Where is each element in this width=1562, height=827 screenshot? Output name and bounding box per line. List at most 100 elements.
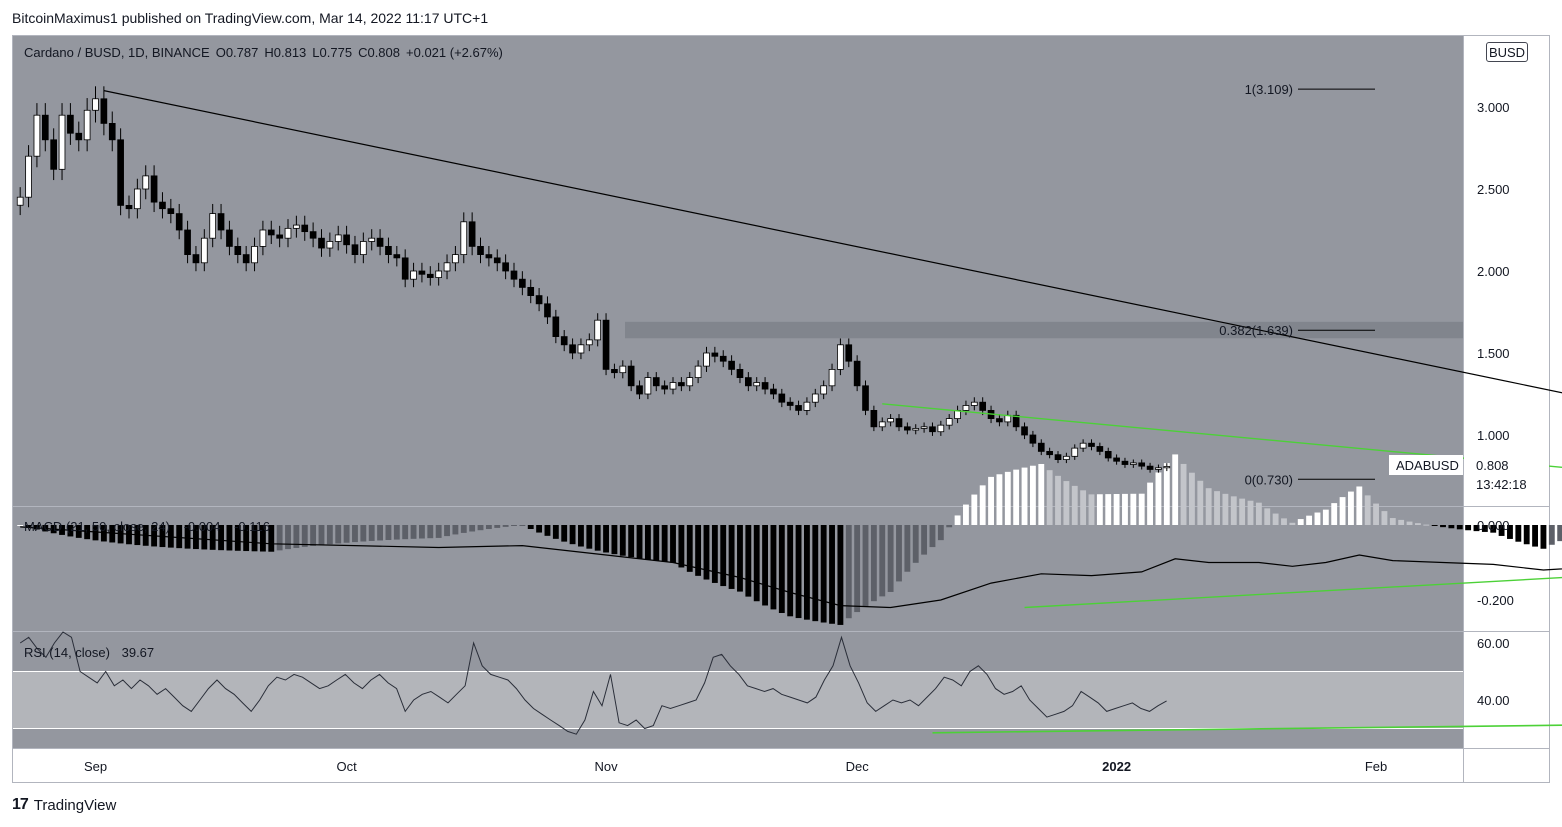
macd-histogram-bar [226,525,233,551]
candle-body [929,426,936,433]
candle-body [477,245,484,255]
macd-histogram-bar [1222,493,1229,525]
candle-body [627,365,635,387]
macd-histogram-bar [218,525,224,551]
macd-histogram-bar [318,525,325,546]
candle-body [1054,454,1062,460]
macd-histogram-bar [75,525,82,538]
macd-histogram-bar [393,525,400,540]
macd-histogram-bar [946,525,953,528]
low-label: L [312,45,320,60]
macd-histogram-bar [887,525,894,592]
candle-body [594,319,602,341]
change-value: +0.021 (+2.67%) [406,45,503,60]
macd-histogram-bar [1314,512,1321,525]
candle-body [820,385,827,395]
candle-body [778,393,786,403]
macd-histogram-bar [511,525,517,526]
macd-histogram-bar [879,525,886,597]
candle-body [920,426,928,429]
candle-body [611,368,618,374]
macd-histogram-bar [1490,525,1497,533]
candle-body [326,241,334,249]
macd-histogram-bar [1297,519,1304,525]
macd-histogram-bar [1214,491,1220,525]
candle-body [502,262,509,272]
candle-body [426,273,434,278]
candle-body [811,393,819,403]
rsi-title: RSI (14, close) [24,645,110,660]
macd-histogram-bar [243,525,250,552]
macd-histogram-bar [1440,525,1446,528]
macd-histogram-bar [193,525,199,550]
candle-body [41,114,49,141]
candle-body [711,352,719,357]
macd-histogram-bar [1373,503,1379,525]
macd-histogram-bar [1523,525,1530,545]
candle-body [1155,467,1162,470]
candle-body [175,213,183,231]
candle-body [728,360,735,370]
candle-body [761,382,769,390]
candle-body [368,237,376,242]
candle-body [485,254,493,259]
rsi-support-line [932,724,1562,734]
candle-body [226,229,233,247]
candle-body [242,254,250,264]
macd-histogram-bar [84,525,91,540]
candle-body [853,360,861,387]
time-tick-label: 2022 [1102,759,1131,774]
macd-histogram-bar [1138,493,1145,525]
macd-histogram-bar [703,525,710,580]
candle-body [33,114,41,157]
candle-body [887,418,894,423]
candle-body [401,257,409,280]
macd-histogram-bar [33,525,40,530]
candle-body [150,175,158,203]
candle-body [1146,465,1154,470]
candles [16,86,1171,473]
time-tick-label: Feb [1365,759,1387,774]
candle-body [200,237,208,264]
macd-histogram-bar [904,525,911,572]
macd-histogram-bar [745,525,752,597]
macd-histogram-bar [971,494,978,525]
candle-body [376,237,384,247]
macd-histogram-bar [854,525,861,613]
macd-histogram-bar [1448,525,1455,529]
candle-body [669,382,677,390]
macd-histogram-bar [485,525,492,530]
candle-body [1104,450,1112,459]
price-tick-label: 2.500 [1477,182,1510,197]
candle-body [209,213,217,239]
candle-body [1096,446,1104,452]
currency-button[interactable]: BUSD [1486,42,1528,62]
candle-body [1130,462,1137,465]
macd-histogram-bar [670,525,676,563]
candle-body [970,401,978,406]
macd-value-2: -0.116 [234,519,270,534]
candle-body [678,382,685,387]
candle-body [1029,434,1037,444]
close-label: C [358,45,368,60]
candle-body [560,336,568,346]
candle-body [385,245,392,255]
macd-histogram-bar [611,525,618,555]
macd-histogram-bar [352,525,358,543]
macd-histogram-bar [1088,494,1095,525]
macd-histogram-bar [25,525,32,528]
macd-histogram-bar [427,525,434,539]
candle-body [452,254,459,264]
candle-body [652,377,660,387]
macd-histogram-bar [1306,515,1313,525]
candle-body [795,405,802,411]
candle-body [1138,462,1146,467]
macd-histogram-bar [410,525,417,539]
macd-histogram-bar [678,525,685,568]
candle-body [276,234,283,239]
candle-body [468,221,476,247]
macd-histogram-bar [544,525,551,536]
candle-body [1163,466,1171,469]
high-label: H [264,45,274,60]
